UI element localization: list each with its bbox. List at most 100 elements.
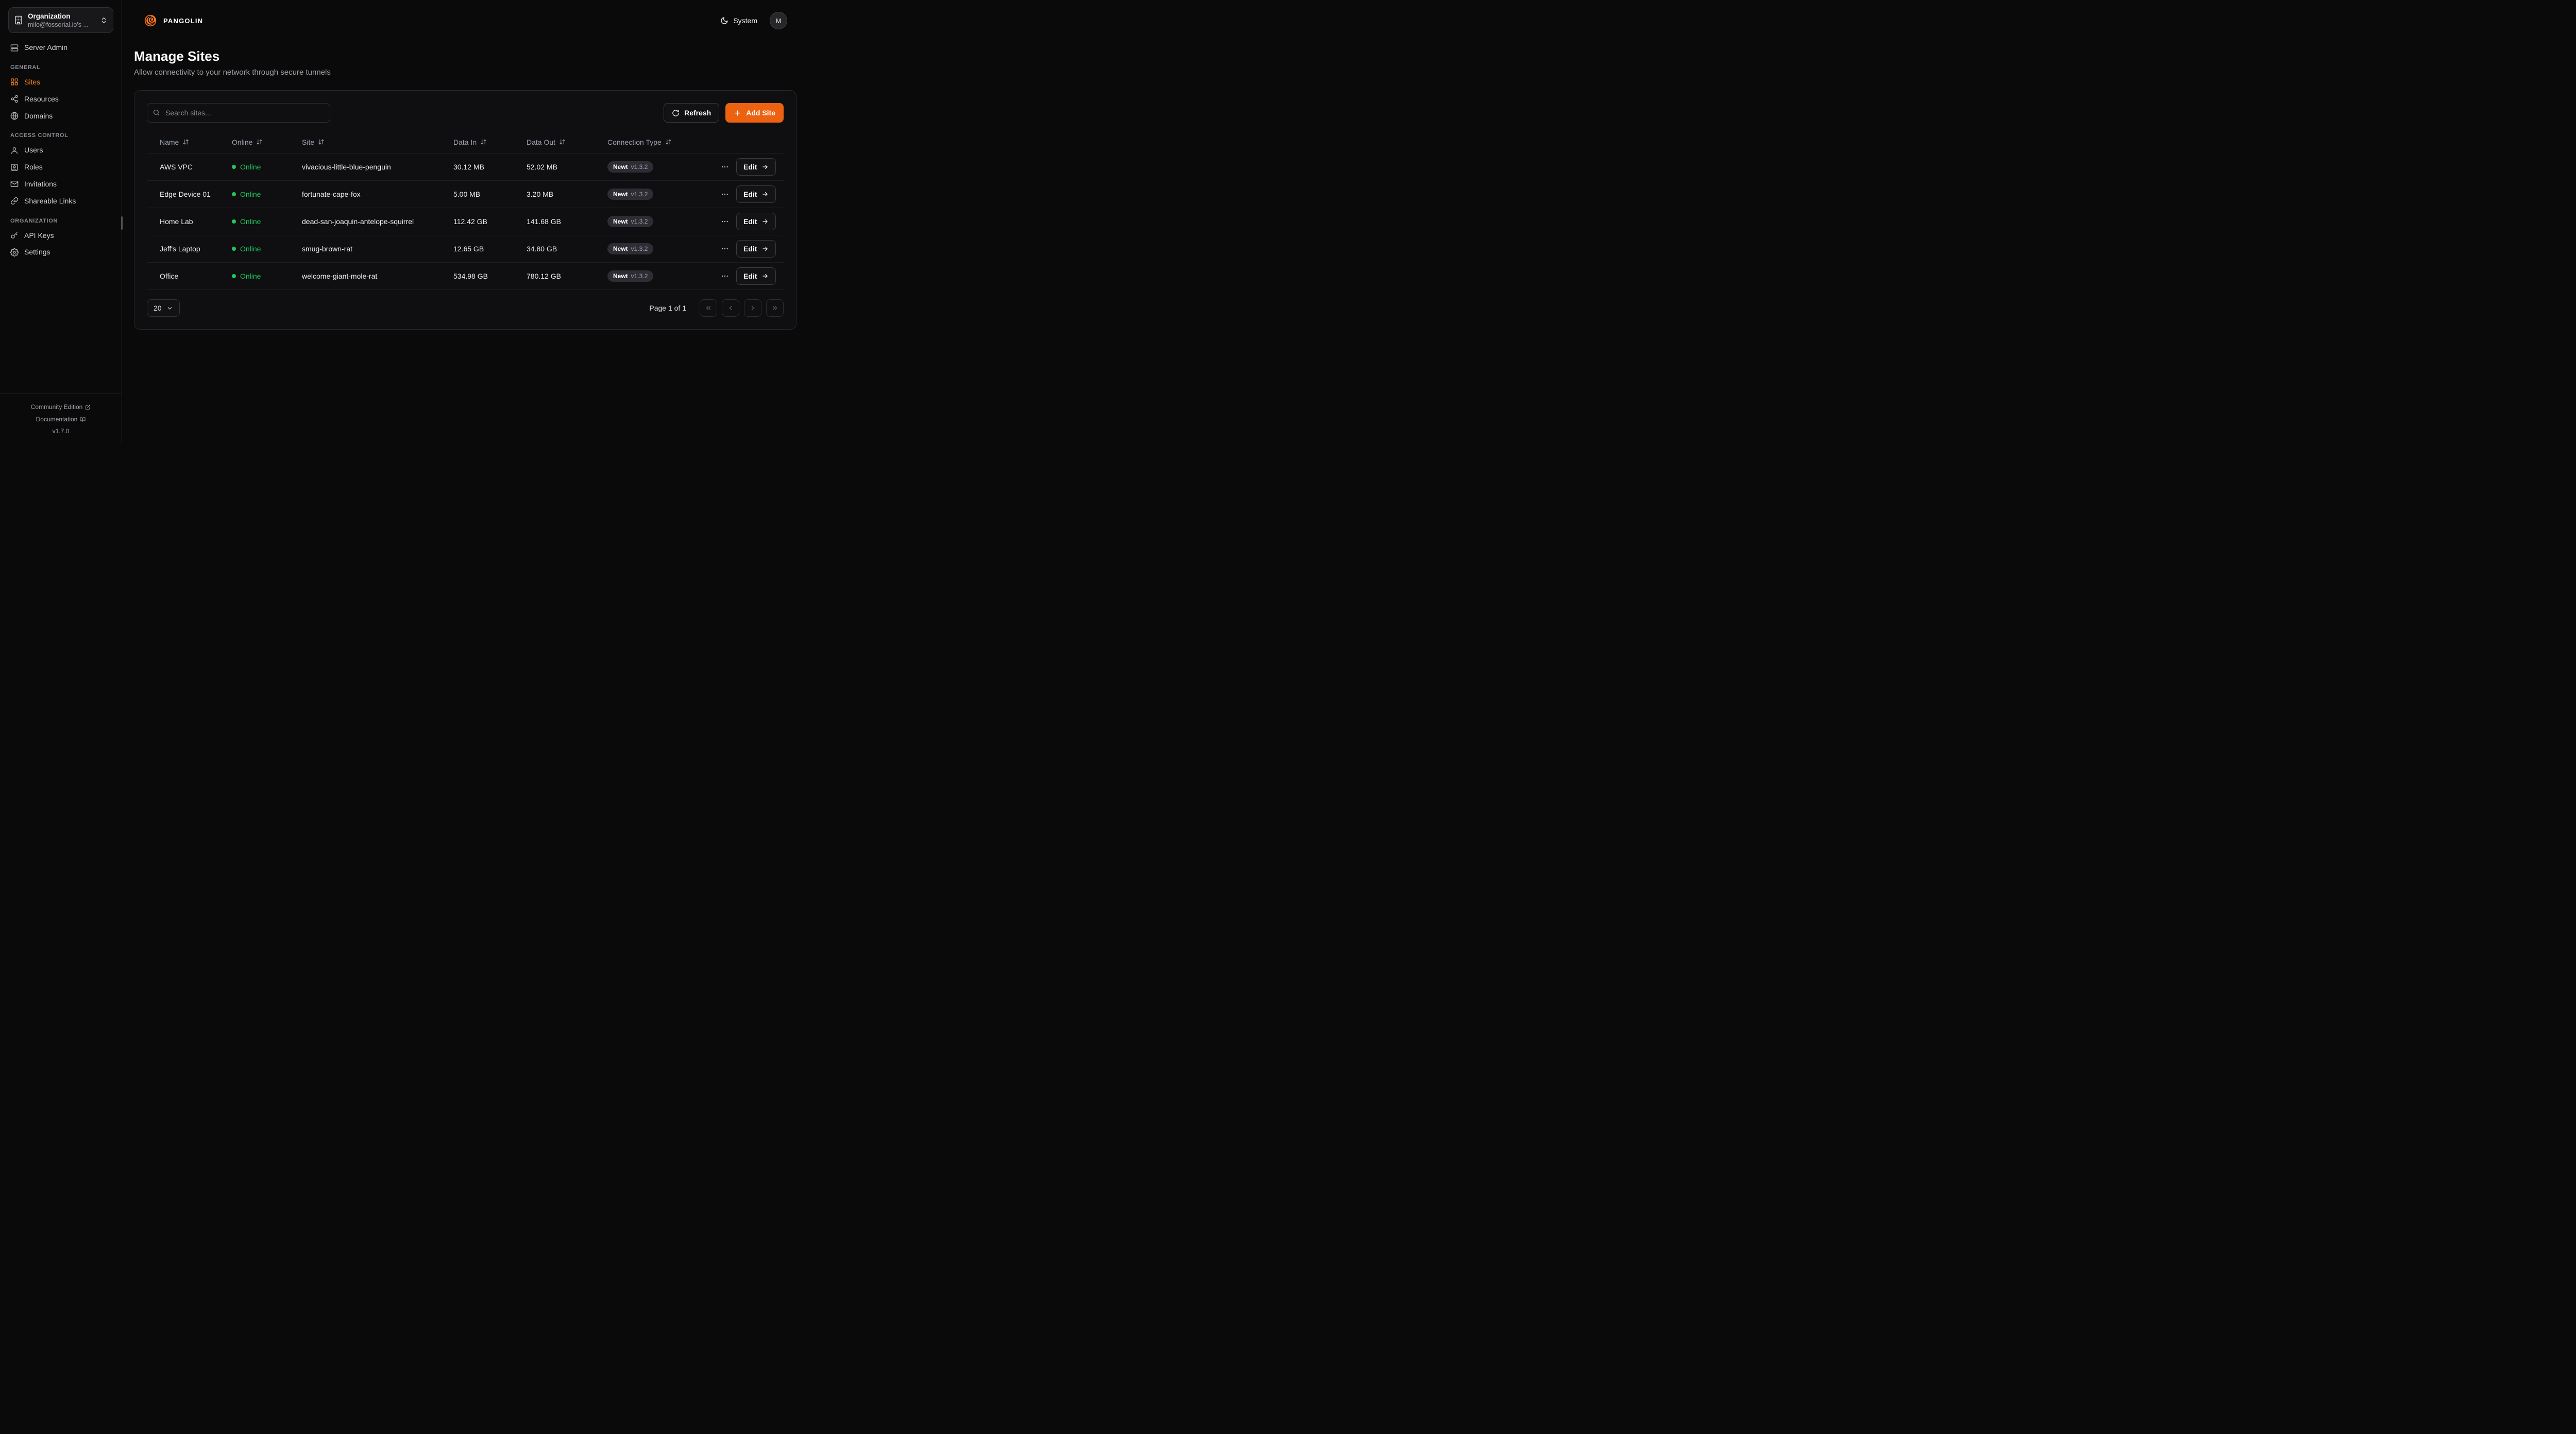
search-input[interactable] (147, 103, 330, 123)
sidebar-item-sites[interactable]: Sites (6, 74, 115, 91)
data-in: 30.12 MB (453, 163, 484, 171)
refresh-button[interactable]: Refresh (664, 103, 720, 123)
moon-icon (720, 16, 728, 25)
connection-name: Newt (613, 245, 628, 252)
row-actions-button[interactable] (714, 269, 736, 283)
topbar-right: System M (720, 12, 787, 29)
sort-icon (480, 139, 487, 145)
table-header: Name Online Site Data In (147, 131, 784, 153)
column-header-data-out[interactable]: Data Out (527, 138, 607, 146)
column-header-connection-type[interactable]: Connection Type (607, 138, 714, 146)
edit-label: Edit (743, 217, 757, 226)
next-page-button[interactable] (744, 299, 761, 317)
online-dot-icon (232, 165, 236, 169)
section-title-general: GENERAL (10, 64, 41, 71)
data-out: 52.02 MB (527, 163, 557, 171)
column-header-site[interactable]: Site (302, 138, 453, 146)
sort-icon (182, 139, 189, 145)
brand-name: PANGOLIN (163, 16, 204, 25)
sidebar-item-server-admin[interactable]: Server Admin (6, 39, 115, 56)
sidebar-resize-handle[interactable] (121, 216, 123, 230)
column-header-online[interactable]: Online (232, 138, 302, 146)
share-nodes-icon (10, 95, 19, 103)
sites-card: Refresh Add Site Name (134, 90, 796, 330)
connection-name: Newt (613, 191, 628, 198)
connection-version: v1.3.2 (631, 272, 648, 280)
page-size-value: 20 (154, 304, 162, 312)
site-name: Jeff's Laptop (160, 245, 200, 253)
sidebar-item-label: Invitations (24, 180, 57, 188)
table-row: AWS VPC Online vivacious-little-blue-pen… (147, 153, 784, 181)
connection-version: v1.3.2 (631, 191, 648, 198)
column-label: Site (302, 138, 315, 146)
sidebar-item-resources[interactable]: Resources (6, 91, 115, 108)
sidebar: Organization milo@fossorial.io's ... Ser… (0, 0, 123, 443)
search-icon (152, 109, 160, 116)
row-actions-button[interactable] (714, 214, 736, 229)
edit-button[interactable]: Edit (736, 267, 776, 285)
avatar[interactable]: M (770, 12, 787, 29)
sidebar-item-users[interactable]: Users (6, 142, 115, 159)
sidebar-item-label: Domains (24, 111, 53, 120)
add-site-button[interactable]: Add Site (725, 103, 784, 123)
sort-icon (559, 139, 566, 145)
theme-selector[interactable]: System (720, 16, 757, 25)
key-icon (10, 231, 19, 240)
row-actions-button[interactable] (714, 160, 736, 174)
server-icon (10, 44, 19, 52)
edit-button[interactable]: Edit (736, 158, 776, 176)
online-label: Online (240, 163, 261, 171)
sites-toolbar: Refresh Add Site (147, 103, 784, 123)
org-selector-subtitle: milo@fossorial.io's ... (28, 21, 89, 29)
table-row: Jeff's Laptop Online smug-brown-rat 12.6… (147, 235, 784, 263)
edit-button[interactable]: Edit (736, 240, 776, 258)
column-header-data-in[interactable]: Data In (453, 138, 527, 146)
sidebar-item-settings[interactable]: Settings (6, 244, 115, 261)
sidebar-item-domains[interactable]: Domains (6, 108, 115, 125)
edit-button[interactable]: Edit (736, 213, 776, 230)
page-subtitle: Allow connectivity to your network throu… (134, 68, 331, 77)
pangolin-logo-icon (143, 13, 158, 28)
row-actions-button[interactable] (714, 242, 736, 256)
column-header-name[interactable]: Name (147, 138, 232, 146)
site-name: AWS VPC (160, 163, 193, 171)
community-edition-link[interactable]: Community Edition (31, 402, 91, 412)
sidebar-item-shareable-links[interactable]: Shareable Links (6, 193, 115, 210)
connection-name: Newt (613, 272, 628, 280)
sidebar-item-label: Roles (24, 163, 43, 172)
sidebar-item-label: Shareable Links (24, 196, 76, 205)
online-label: Online (240, 245, 261, 253)
site-slug: fortunate-cape-fox (302, 190, 361, 198)
first-page-button[interactable] (700, 299, 717, 317)
sort-icon (318, 139, 325, 145)
page-size-select[interactable]: 20 (147, 299, 180, 317)
sidebar-nav: Server Admin GENERAL Sites Resources Dom (0, 37, 122, 261)
sidebar-item-roles[interactable]: Roles (6, 159, 115, 176)
app-window: Organization milo@fossorial.io's ... Ser… (0, 0, 808, 443)
column-label: Online (232, 138, 253, 146)
sidebar-item-label: Users (24, 146, 43, 155)
connection-name: Newt (613, 218, 628, 225)
sidebar-item-api-keys[interactable]: API Keys (6, 227, 115, 244)
prev-page-button[interactable] (722, 299, 739, 317)
column-label: Data Out (527, 138, 556, 146)
page-title: Manage Sites (134, 48, 220, 64)
online-dot-icon (232, 247, 236, 251)
edit-button[interactable]: Edit (736, 185, 776, 203)
documentation-link[interactable]: Documentation (36, 415, 86, 424)
last-page-button[interactable] (766, 299, 784, 317)
sidebar-item-label: Server Admin (24, 43, 68, 52)
data-out: 3.20 MB (527, 190, 554, 198)
org-selector[interactable]: Organization milo@fossorial.io's ... (8, 7, 113, 33)
org-selector-texts: Organization milo@fossorial.io's ... (28, 12, 95, 28)
connection-type-badge: Newt v1.3.2 (607, 216, 654, 227)
sidebar-item-label: Resources (24, 94, 59, 103)
row-actions-button[interactable] (714, 187, 736, 201)
documentation-label: Documentation (36, 416, 78, 423)
sidebar-item-invitations[interactable]: Invitations (6, 176, 115, 193)
edit-label: Edit (743, 163, 757, 171)
table-footer: 20 Page 1 of 1 (147, 299, 784, 317)
chevron-down-icon (166, 305, 173, 312)
column-label: Name (160, 138, 179, 146)
connection-name: Newt (613, 163, 628, 170)
